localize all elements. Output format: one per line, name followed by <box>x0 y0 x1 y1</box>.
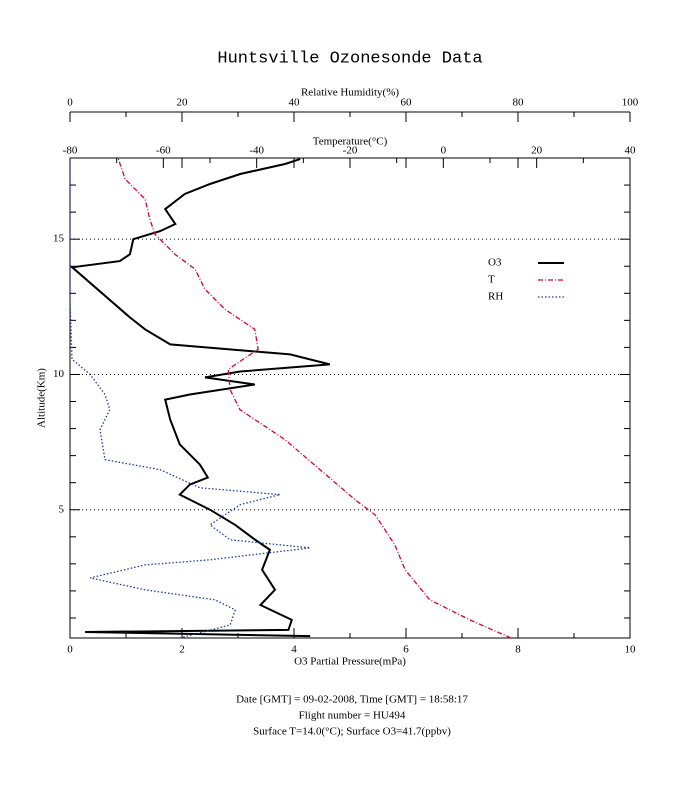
x2-tick-label: 0 <box>67 97 73 109</box>
y-tick-label: 10 <box>53 368 65 380</box>
x3-axis-label: Temperature(°C) <box>313 136 388 148</box>
y-tick-label: 5 <box>59 503 65 515</box>
profile-line <box>117 157 512 639</box>
chart-title: Huntsville Ozonesonde Data <box>217 49 482 68</box>
x2-tick-label: 40 <box>289 97 301 109</box>
legend-label: T <box>488 274 495 286</box>
x-tick-label: 0 <box>67 644 73 656</box>
x3-tick-label: -60 <box>156 145 171 157</box>
x-tick-label: 10 <box>625 644 637 656</box>
x3-tick-label: 20 <box>531 145 543 157</box>
legend-label: O3 <box>488 257 502 269</box>
x2-axis-label: Relative Humidity(%) <box>301 87 399 99</box>
x2-tick-label: 20 <box>177 97 189 109</box>
legend-label: RH <box>488 291 503 303</box>
x3-tick-label: -40 <box>249 145 264 157</box>
y-tick-label: 15 <box>53 233 65 245</box>
note: Flight number = HU494 <box>299 710 406 722</box>
x2-tick-label: 60 <box>401 97 413 109</box>
x3-tick-label: -80 <box>63 145 78 157</box>
note: Date [GMT] = 09-02-2008, Time [GMT] = 18… <box>236 694 468 706</box>
x3-tick-label: 40 <box>625 145 637 157</box>
x-tick-label: 2 <box>179 644 185 656</box>
x2-tick-label: 100 <box>622 97 639 109</box>
profile-line <box>69 158 331 638</box>
x3-tick-label: -20 <box>343 145 358 157</box>
x3-tick-label: 0 <box>441 145 447 157</box>
profile-line <box>69 158 311 639</box>
x-tick-label: 6 <box>403 644 409 656</box>
x-axis-label: O3 Partial Pressure(mPa) <box>294 656 406 668</box>
x-tick-label: 4 <box>291 644 297 656</box>
note: Surface T=14.0(°C); Surface O3=41.7(ppbv… <box>253 726 451 738</box>
plot-frame <box>69 157 631 639</box>
y-axis-label: Altitude(Km) <box>36 368 48 428</box>
x2-tick-label: 80 <box>513 97 525 109</box>
x-tick-label: 8 <box>515 644 521 656</box>
